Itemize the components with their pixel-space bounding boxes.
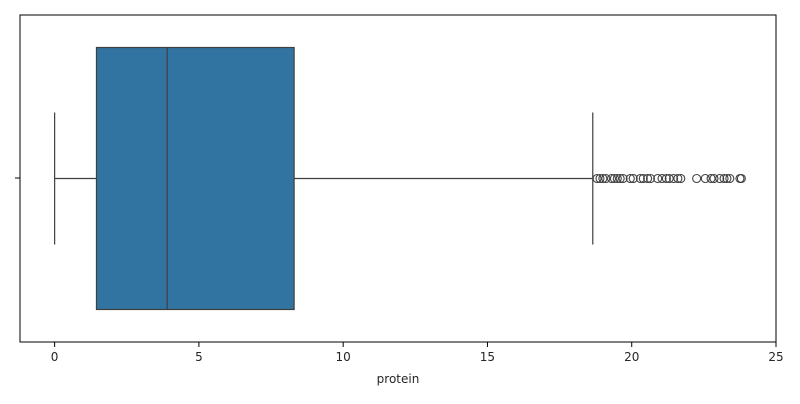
outlier-point — [719, 173, 729, 184]
outlier-point — [625, 173, 635, 184]
outlier-point — [709, 173, 719, 184]
outlier-point — [643, 173, 653, 184]
iqr-box — [95, 46, 295, 311]
outlier-point — [609, 173, 619, 184]
outlier-point — [725, 173, 735, 184]
outlier-point — [657, 173, 667, 184]
outlier-point — [635, 173, 645, 184]
outlier-point — [706, 173, 716, 184]
outlier-point — [692, 173, 702, 184]
outlier-point — [615, 173, 625, 184]
outlier-point — [598, 173, 608, 184]
x-tick-label: 15 — [480, 350, 495, 364]
outlier-point — [715, 173, 725, 184]
outlier-point — [700, 173, 710, 184]
x-tick-label: 0 — [51, 350, 59, 364]
outlier-point — [653, 173, 663, 184]
x-axis-label: protein — [377, 372, 420, 386]
outlier-point — [673, 173, 683, 184]
outlier-point — [592, 173, 602, 184]
outlier-point — [628, 173, 638, 184]
chart-marks — [54, 46, 746, 311]
outlier-point — [618, 173, 628, 184]
outlier-point — [722, 173, 732, 184]
outlier-point — [595, 173, 605, 184]
x-tick-label: 10 — [336, 350, 351, 364]
outlier-point — [601, 173, 611, 184]
x-tick-label: 20 — [624, 350, 639, 364]
outlier-point — [661, 173, 671, 184]
outlier-point — [736, 173, 746, 184]
x-tick-label: 5 — [195, 350, 203, 364]
outlier-point — [676, 173, 686, 184]
x-tick-label: 25 — [768, 350, 783, 364]
outlier-point — [664, 173, 674, 184]
x-axis: 0 5 10 15 20 25 — [51, 342, 784, 364]
outlier-point — [638, 173, 648, 184]
outlier-point — [669, 173, 679, 184]
outlier-point — [645, 173, 656, 184]
outlier-point — [612, 173, 622, 184]
outlier-point — [606, 173, 617, 184]
